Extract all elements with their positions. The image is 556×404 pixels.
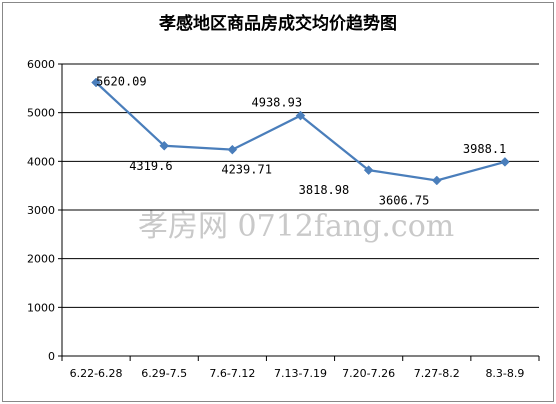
- x-tick-label: 7.13-7.19: [274, 367, 327, 380]
- x-axis: 6.22-6.28 6.29-7.5 7.6-7.12 7.13-7.19 7.20-7…: [61, 355, 540, 380]
- data-point: [227, 144, 238, 155]
- x-tick-label: 7.27-8.2: [414, 367, 460, 380]
- y-tick-label: 4000: [27, 155, 55, 168]
- data-label: 3988.1: [463, 142, 506, 156]
- data-label: 3818.98: [299, 183, 350, 197]
- data-point: [91, 77, 101, 88]
- chart-title: 孝感地区商品房成交均价趋势图: [159, 14, 397, 34]
- data-labels: 5620.09 4319.6 4239.71 4938.93 3818.98 3606.7…: [96, 74, 506, 207]
- y-tick-label: 1000: [27, 301, 55, 314]
- x-tick-label: 6.22-6.28: [70, 367, 123, 380]
- x-tick-label: 7.20-7.26: [342, 367, 395, 380]
- watermark: 孝房网 0712fang.com: [138, 209, 454, 244]
- series-line: [91, 77, 510, 186]
- x-tick-label: 7.6-7.12: [209, 367, 255, 380]
- data-point: [431, 175, 442, 186]
- y-tick-label: 2000: [27, 253, 55, 266]
- y-tick-label: 3000: [27, 204, 55, 217]
- x-tick-label: 6.29-7.5: [141, 367, 187, 380]
- data-label: 4938.93: [252, 96, 303, 110]
- y-tick-label: 5000: [27, 107, 55, 120]
- y-tick-label: 0: [48, 350, 55, 363]
- data-label: 5620.09: [96, 74, 147, 88]
- data-point: [500, 157, 510, 167]
- data-point: [363, 165, 374, 175]
- data-point: [159, 140, 170, 151]
- line-chart: 0 1000 2000 3000 4000 5000 6000 6.22-6.28 6.29-…: [27, 58, 540, 380]
- data-point: [295, 110, 306, 121]
- x-tick-label: 8.3-8.9: [485, 367, 524, 380]
- y-tick-label: 6000: [27, 58, 55, 71]
- data-label: 3606.75: [379, 193, 430, 207]
- y-axis: 0 1000 2000 3000 4000 5000 6000: [27, 58, 63, 363]
- data-label: 4239.71: [221, 163, 272, 177]
- data-label: 4319.6: [129, 159, 172, 173]
